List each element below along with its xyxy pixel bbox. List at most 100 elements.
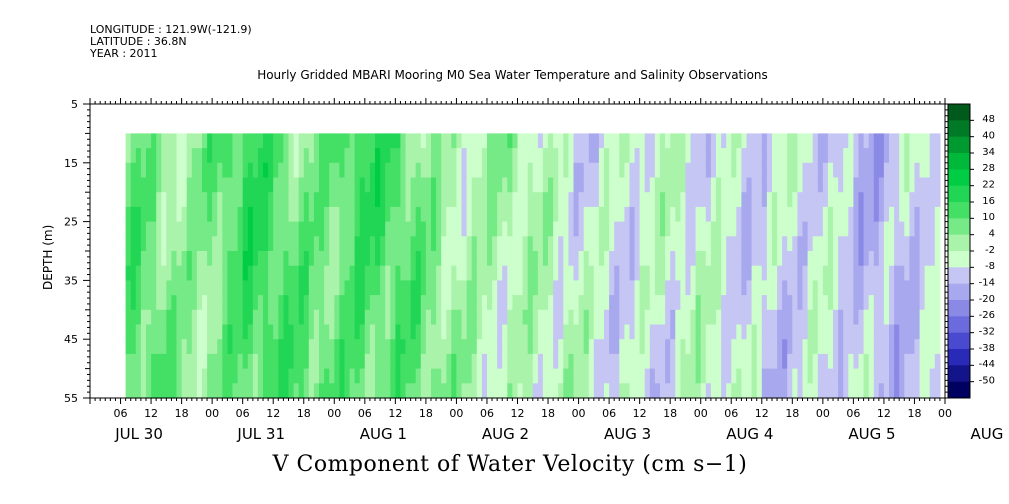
heat-cell	[425, 368, 432, 384]
heat-cell	[466, 251, 473, 267]
heat-cell	[537, 265, 544, 281]
heat-cell	[527, 309, 534, 326]
heat-cell	[838, 339, 844, 355]
heat-cell	[461, 162, 468, 179]
heat-cell	[181, 353, 188, 370]
heat-cell	[588, 309, 595, 326]
heat-cell	[558, 192, 564, 208]
heat-cell	[878, 177, 885, 193]
heat-cell	[156, 295, 162, 311]
heat-cell	[364, 324, 371, 340]
heat-cell	[690, 206, 697, 223]
heat-cell	[710, 251, 717, 267]
heat-cell	[710, 162, 717, 179]
heat-cell	[471, 309, 478, 326]
heat-cell	[257, 251, 264, 267]
heat-cell	[716, 383, 722, 399]
heat-cell	[792, 236, 798, 252]
heat-cell	[878, 206, 885, 223]
colorbar-label: -44	[979, 359, 995, 370]
heat-cell	[532, 265, 539, 281]
heat-cell	[894, 206, 900, 223]
heat-cell	[914, 148, 921, 164]
heat-cell	[710, 295, 717, 311]
heat-cell	[904, 324, 910, 340]
heat-cell	[802, 133, 809, 149]
heat-cell	[639, 353, 646, 370]
heat-cell	[191, 236, 198, 252]
heat-cell	[334, 206, 340, 223]
heat-cell	[181, 339, 188, 355]
heat-cell	[807, 353, 814, 370]
heat-cell	[166, 295, 172, 311]
heat-cell	[308, 177, 315, 193]
heat-cell	[558, 265, 564, 281]
heat-cell	[313, 236, 320, 252]
heat-cell	[395, 133, 402, 149]
heat-cell	[741, 383, 748, 399]
heat-cell	[436, 133, 442, 149]
heat-cell	[644, 265, 651, 281]
heat-cell	[140, 236, 147, 252]
heat-cell	[889, 383, 895, 399]
heat-cell	[171, 280, 178, 296]
heat-cell	[278, 324, 284, 340]
heat-cell	[161, 251, 167, 267]
heat-cell	[502, 251, 508, 267]
heat-cell	[135, 221, 142, 237]
heat-cell	[217, 221, 223, 237]
heat-cell	[532, 162, 539, 179]
heat-cell	[283, 353, 290, 370]
heat-cell	[349, 280, 356, 296]
heat-cell	[369, 295, 376, 311]
heat-cell	[308, 251, 315, 267]
heat-cell	[522, 251, 529, 267]
heat-cell	[130, 236, 137, 252]
heat-cell	[568, 192, 575, 208]
heat-cell	[680, 251, 687, 267]
heat-cell	[527, 236, 534, 252]
heat-cell	[268, 133, 274, 149]
heat-cell	[329, 324, 335, 340]
heat-cell	[868, 148, 875, 164]
heat-cell	[741, 148, 748, 164]
heat-cell	[614, 353, 620, 370]
heat-cell	[553, 206, 559, 223]
heat-cell	[415, 280, 422, 296]
heat-cell	[156, 383, 162, 399]
heat-cell	[919, 148, 926, 164]
heat-cell	[736, 280, 742, 296]
heat-cell	[629, 383, 636, 399]
heat-cell	[283, 236, 290, 252]
heat-cell	[395, 383, 402, 399]
heat-cell	[146, 177, 152, 193]
heat-cell	[242, 162, 249, 179]
heat-cell	[471, 339, 478, 355]
heat-cell	[792, 221, 798, 237]
heat-cell	[334, 133, 340, 149]
heat-cell	[349, 339, 356, 355]
heat-cell	[899, 251, 905, 267]
heat-cell	[232, 148, 239, 164]
heat-cell	[721, 368, 727, 384]
heat-cell	[914, 133, 921, 149]
heat-cell	[456, 148, 463, 164]
heat-cell	[934, 324, 941, 340]
heat-cell	[471, 265, 478, 281]
heat-cell	[614, 162, 620, 179]
heat-cell	[817, 177, 824, 193]
heat-cell	[196, 148, 203, 164]
heat-cell	[487, 339, 493, 355]
heat-cell	[878, 383, 885, 399]
heat-cell	[151, 162, 157, 179]
heat-cell	[385, 280, 391, 296]
heat-cell	[517, 162, 524, 179]
heat-cell	[868, 339, 875, 355]
heat-cell	[232, 339, 239, 355]
heat-cell	[242, 133, 249, 149]
heat-cell	[537, 339, 544, 355]
heat-cell	[532, 133, 539, 149]
heat-cell	[654, 192, 661, 208]
heat-cell	[344, 148, 351, 164]
heat-cell	[934, 339, 941, 355]
